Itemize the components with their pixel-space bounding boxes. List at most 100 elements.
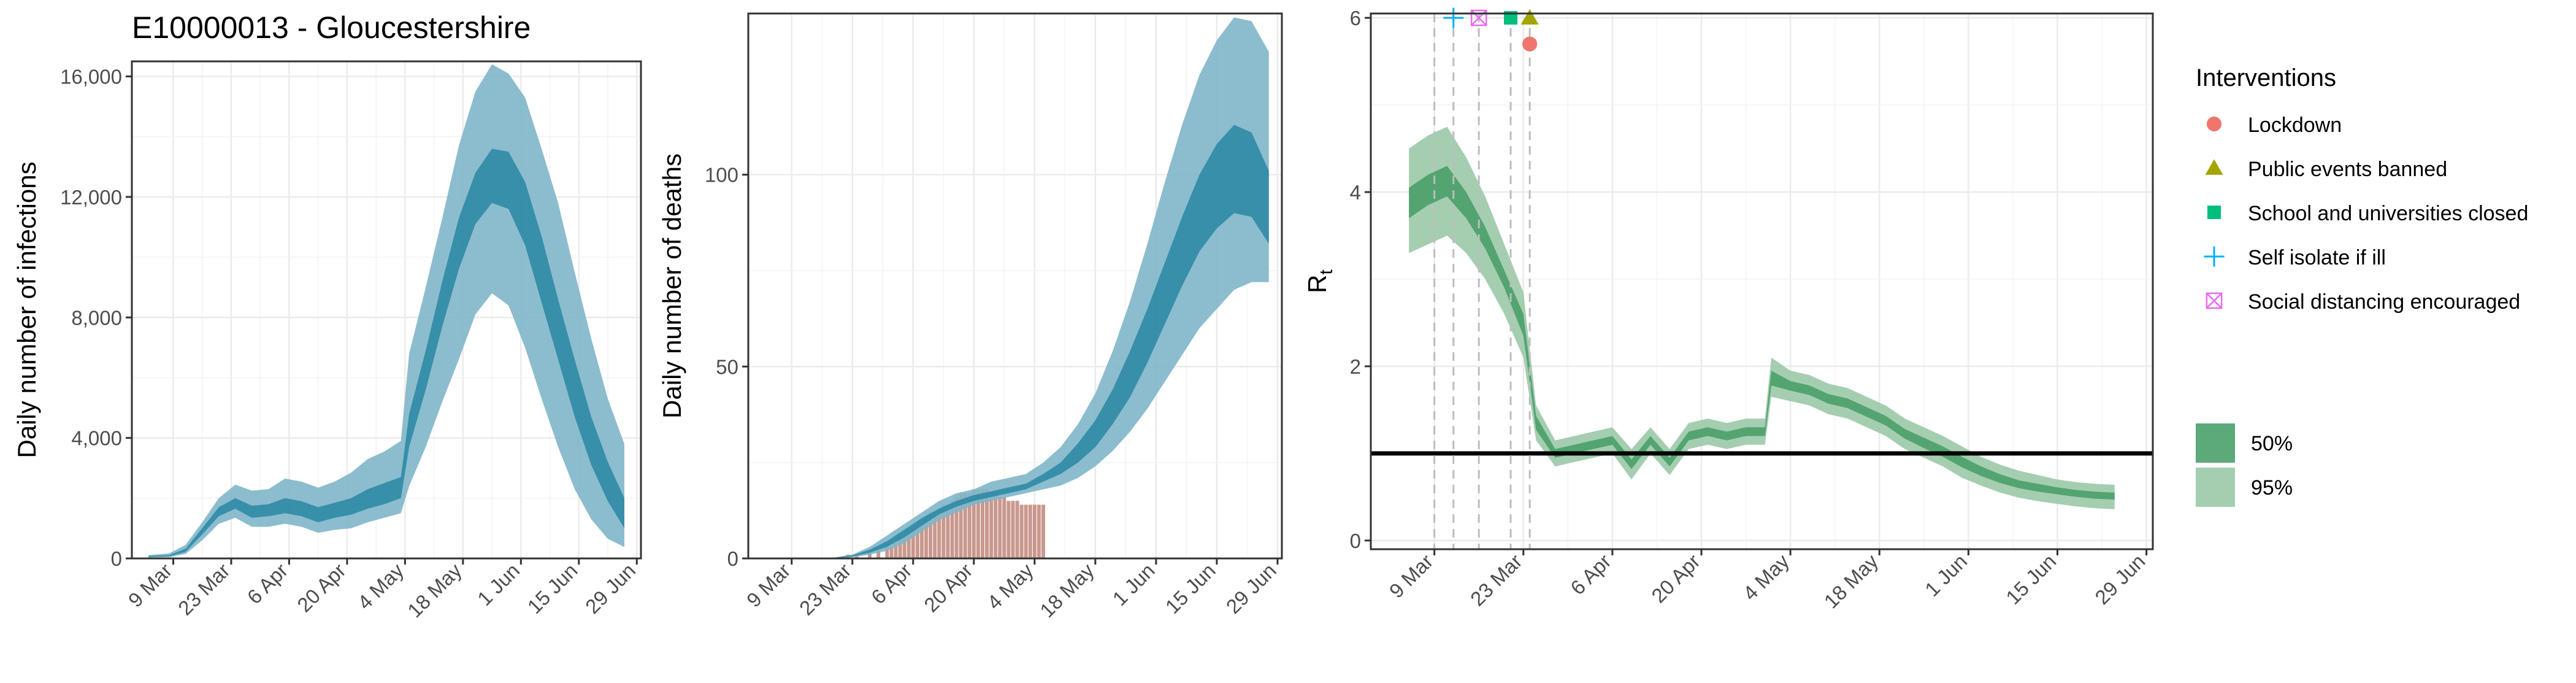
death-bar — [933, 512, 937, 558]
x-tick-label: 15 Jun — [1161, 559, 1220, 618]
legend-item-label: Public events banned — [2248, 158, 2447, 181]
legend-item: Self isolate if ill — [2204, 246, 2386, 269]
legend-title: Interventions — [2196, 64, 2336, 91]
band-95 — [835, 17, 1269, 559]
y-axis-label-subscript: t — [1316, 269, 1336, 275]
y-tick-label: 12,000 — [60, 186, 122, 209]
y-tick-label: 0 — [1350, 530, 1361, 552]
death-bar — [915, 523, 919, 558]
death-bar — [994, 493, 998, 558]
death-bar — [894, 542, 898, 558]
x-tick-label: 29 Jun — [1222, 559, 1281, 618]
death-bar — [959, 493, 963, 558]
y-tick-label: 4 — [1350, 181, 1361, 204]
intervention-marker — [1520, 9, 1539, 25]
death-bar — [1019, 504, 1024, 558]
legend-item-label: School and universities closed — [2248, 202, 2528, 225]
x-tick-label: 23 Mar — [174, 559, 234, 620]
death-bar — [898, 539, 902, 558]
death-bar — [924, 516, 929, 558]
y-tick-label: 2 — [1350, 355, 1361, 378]
death-bar — [1041, 504, 1045, 558]
x-tick-label: 20 Apr — [1647, 550, 1704, 608]
intervention-dashed-lines — [1433, 14, 1531, 549]
death-bar — [907, 531, 911, 558]
death-bar — [889, 547, 894, 558]
legend-key-triangle-icon — [2205, 159, 2223, 175]
y-tick-label: 0 — [727, 547, 738, 570]
legend-band: 95% — [2196, 468, 2293, 507]
death-bar — [954, 496, 959, 558]
legend-item-label: Social distancing encouraged — [2248, 290, 2520, 314]
x-tick-label: 9 Mar — [124, 559, 177, 612]
x-tick-label: 15 Jun — [2001, 550, 2060, 609]
x-tick-label: 9 Mar — [742, 559, 795, 612]
legend-band-swatch — [2196, 423, 2235, 463]
panel-border — [747, 12, 1283, 560]
x-tick-label: 18 May — [1820, 549, 1883, 612]
legend-key-plus-icon — [2204, 246, 2225, 267]
x-tick-label: 4 May — [983, 558, 1038, 614]
x-tick-label: 1 Jun — [473, 559, 524, 610]
x-tick-label: 6 Apr — [867, 559, 916, 609]
death-bar — [919, 520, 924, 558]
y-axis-label: Rt — [1303, 269, 1336, 293]
death-bar — [1032, 504, 1037, 558]
death-bar — [937, 508, 941, 558]
death-bar — [1028, 504, 1032, 558]
legend-item: Public events banned — [2205, 158, 2447, 181]
rt-panel: 0 2 4 6 9 Mar 23 Mar 6 Apr 20 Apr 4 May 18 May 1 J… — [1303, 7, 2154, 612]
chart-title: E10000013 - Gloucestershire — [132, 10, 531, 45]
death-bar — [885, 547, 889, 558]
x-tick-label: 15 Jun — [523, 559, 581, 618]
death-bar — [941, 504, 946, 558]
y-axis: 0 2 4 6 — [1350, 7, 1371, 552]
x-tick-label: 1 Jun — [1920, 550, 1971, 601]
legend-bands: 50% 95% — [2196, 423, 2293, 507]
y-tick-label: 16,000 — [60, 66, 122, 88]
death-bar — [902, 535, 907, 558]
legend-item-label: Self isolate if ill — [2248, 246, 2386, 269]
death-bar — [929, 512, 933, 558]
x-tick-label: 18 May — [403, 558, 466, 622]
intervention-marker — [1504, 11, 1518, 25]
death-bar — [911, 527, 915, 558]
death-bar — [972, 489, 976, 558]
death-bar — [1002, 496, 1006, 558]
x-tick-label: 23 Mar — [795, 559, 856, 620]
x-tick-label: 23 Mar — [1466, 550, 1527, 611]
intervention-marker — [1443, 7, 1464, 28]
death-bar — [946, 504, 950, 558]
legend-band-swatch — [2196, 468, 2235, 507]
y-axis-label: Daily number of deaths — [657, 153, 686, 419]
death-bar — [967, 493, 972, 558]
legend-item: Social distancing encouraged — [2206, 290, 2520, 314]
x-tick-label: 6 Apr — [243, 559, 293, 609]
legend-key-boxcross-icon — [2206, 292, 2223, 309]
death-bar — [1011, 501, 1015, 558]
interventions-legend: Interventions Lockdown Public events bann… — [2196, 64, 2528, 507]
legend-item-label: Lockdown — [2248, 114, 2342, 137]
y-axis: 0 4,000 8,000 12,000 16,000 — [60, 66, 132, 570]
legend-band-label: 95% — [2251, 476, 2293, 500]
legend-key-square-icon — [2207, 206, 2221, 219]
y-tick-label: 0 — [111, 547, 122, 570]
death-bar — [980, 489, 984, 558]
x-tick-label: 20 Apr — [919, 559, 977, 617]
x-tick-label: 9 Mar — [1385, 550, 1438, 603]
y-tick-label: 8,000 — [71, 306, 122, 329]
observed-deaths-bars — [846, 489, 1045, 558]
death-bar — [950, 501, 954, 558]
band-50 — [835, 125, 1269, 558]
band-50 — [1409, 166, 2115, 500]
y-tick-label: 100 — [705, 164, 738, 187]
x-tick-label: 20 Apr — [293, 559, 350, 617]
legend-items: Lockdown Public events banned School and u… — [2204, 114, 2528, 314]
y-axis: 0 50 100 — [705, 164, 748, 570]
y-tick-label: 4,000 — [71, 427, 122, 450]
